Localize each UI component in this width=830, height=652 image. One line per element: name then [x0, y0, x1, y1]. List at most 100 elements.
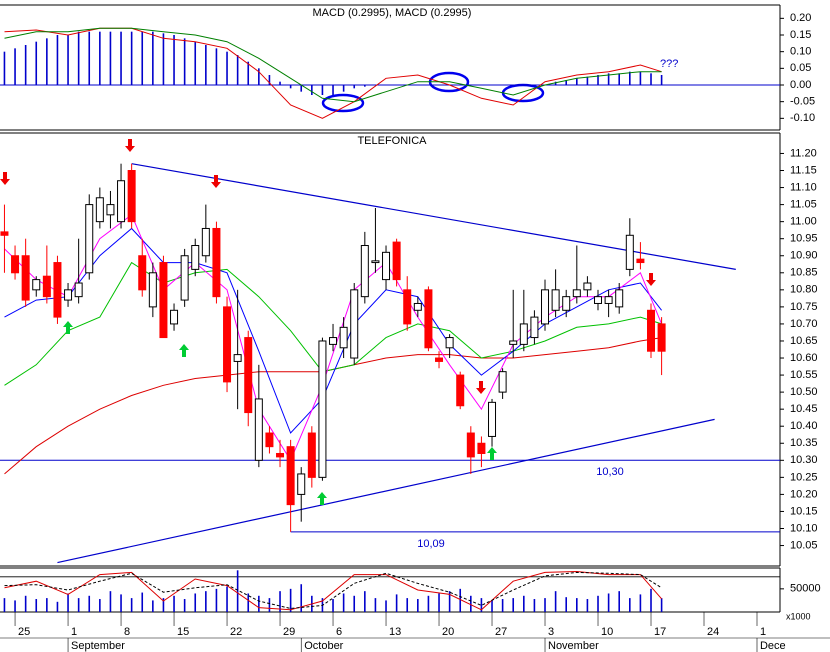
- candle-body: [254, 398, 263, 461]
- candle-body: [413, 302, 422, 311]
- candle-body: [530, 316, 539, 339]
- candle-body: [445, 337, 454, 349]
- x-tick-label: 27: [495, 626, 507, 638]
- y-tick-label: 0.10: [790, 46, 811, 58]
- signal-arrow: [317, 492, 327, 505]
- trend-line: [57, 418, 715, 564]
- y-tick-label: 0.15: [790, 29, 811, 41]
- signal-arrow: [125, 139, 135, 152]
- y-tick-label: -0.10: [790, 112, 815, 124]
- candle-body: [85, 204, 94, 274]
- candle-body: [360, 245, 369, 298]
- chart-title: TELEFONICA: [357, 135, 427, 147]
- level-label: 10,09: [417, 538, 445, 550]
- candle-body: [551, 289, 560, 311]
- candle-body: [297, 473, 306, 495]
- x-tick-label: 3: [548, 626, 554, 638]
- x-tick-label: 10: [601, 626, 613, 638]
- y-tick-label: 10.45: [790, 403, 818, 415]
- unit-label: x1000: [786, 611, 811, 621]
- line-series: [4, 570, 662, 611]
- candle-body: [286, 446, 295, 506]
- x-tick-label: 29: [283, 626, 295, 638]
- y-tick-label: 11.15: [790, 164, 817, 176]
- candle-body: [604, 296, 613, 304]
- x-tick-label: 1: [71, 626, 77, 638]
- candle-body: [382, 251, 391, 281]
- month-label: November: [548, 640, 599, 652]
- candle-body: [657, 323, 666, 352]
- candle-body: [127, 170, 136, 223]
- signal-arrow: [476, 381, 486, 394]
- x-tick-label: 22: [230, 626, 242, 638]
- x-tick-label: 6: [336, 626, 342, 638]
- candle-body: [329, 337, 338, 345]
- candle-body: [625, 234, 634, 270]
- x-tick-label: 13: [389, 626, 401, 638]
- y-tick-label: 10.90: [790, 250, 818, 262]
- y-tick-label: 10.15: [790, 505, 818, 517]
- candle-body: [562, 296, 571, 311]
- candle-body: [456, 374, 465, 407]
- line-series: [4, 227, 662, 434]
- candle-body: [117, 180, 126, 223]
- x-tick-label: 20: [442, 626, 454, 638]
- y-tick-label: 10.95: [790, 233, 818, 245]
- y-tick-label: 10.40: [790, 420, 818, 432]
- candle-body: [636, 258, 645, 264]
- line-series: [4, 261, 662, 386]
- candle-body: [11, 255, 20, 274]
- candle-body: [583, 282, 592, 291]
- y-tick-label: 10.70: [790, 318, 818, 330]
- candle-body: [615, 289, 624, 308]
- candle-body: [191, 245, 200, 270]
- y-tick-label: 10.65: [790, 335, 818, 347]
- candle-body: [276, 452, 285, 458]
- candle-body: [519, 323, 528, 345]
- y-tick-label: 10.75: [790, 301, 818, 313]
- candle-body: [138, 255, 147, 291]
- y-tick-label: 10.35: [790, 437, 818, 449]
- month-label: Dece: [760, 640, 786, 652]
- candle-body: [95, 197, 104, 223]
- y-tick-label: 10.05: [790, 539, 818, 551]
- candle-body: [371, 260, 380, 264]
- line-series: [4, 214, 663, 462]
- signal-arrow: [211, 175, 221, 188]
- candle-body: [106, 204, 115, 216]
- line-series: [4, 27, 662, 103]
- y-tick-label: 11.10: [790, 181, 817, 193]
- candle-body: [212, 227, 221, 298]
- candle-body: [74, 282, 83, 298]
- x-tick-label: 8: [124, 626, 130, 638]
- x-tick-label: 15: [177, 626, 189, 638]
- candle-body: [466, 432, 475, 458]
- x-tick-label: 1: [760, 626, 766, 638]
- y-tick-label: 11.05: [790, 199, 817, 211]
- x-tick-label: 25: [18, 626, 30, 638]
- x-tick-label: 24: [707, 626, 719, 638]
- x-tick-label: 17: [654, 626, 666, 638]
- y-tick-label: 10.30: [790, 454, 818, 466]
- y-tick-label: 10.10: [790, 522, 818, 534]
- candle-body: [64, 289, 73, 301]
- candle-body: [318, 340, 327, 478]
- candle-body: [170, 309, 179, 325]
- candle-body: [424, 289, 433, 349]
- y-tick-label: 0.20: [790, 12, 811, 24]
- y-tick-label: 10.50: [790, 386, 818, 398]
- annotation-circle: [321, 93, 365, 113]
- y-tick-label: 11.20: [790, 147, 817, 159]
- candle-body: [594, 296, 603, 304]
- y-tick-label: 50000: [790, 583, 821, 595]
- candle-body: [498, 371, 507, 393]
- candle-body: [201, 227, 210, 257]
- trend-line: [131, 163, 736, 270]
- candle-body: [541, 289, 550, 325]
- candle-body: [0, 231, 9, 236]
- candle-body: [477, 442, 486, 454]
- candle-body: [509, 340, 518, 345]
- signal-arrow: [487, 447, 497, 460]
- y-tick-label: -0.05: [790, 96, 815, 108]
